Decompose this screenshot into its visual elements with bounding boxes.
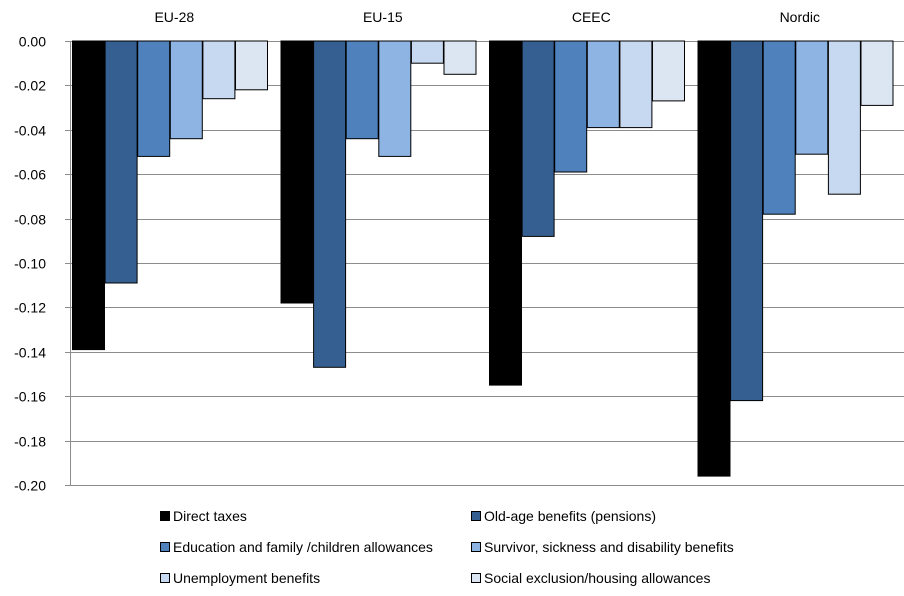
- bar: [410, 40, 444, 64]
- group-label: Nordic: [780, 9, 820, 25]
- y-tick-label: -0.02: [14, 78, 46, 94]
- group-labels: EU-28 EU-15 CEEC Nordic: [154, 9, 820, 25]
- bar: [860, 40, 894, 106]
- legend-item-unemployment: Unemployment benefits: [160, 570, 320, 586]
- bar: [586, 40, 620, 129]
- group-label: EU-15: [363, 9, 403, 25]
- legend-label: Social exclusion/housing allowances: [484, 570, 711, 586]
- y-tick-label: -0.16: [14, 389, 46, 405]
- legend-swatch: [160, 573, 170, 583]
- group-label: EU-28: [154, 9, 194, 25]
- bar: [489, 40, 522, 386]
- bar: [762, 40, 796, 215]
- bar: [137, 40, 171, 157]
- y-tick-label: -0.08: [14, 212, 46, 228]
- bar: [554, 40, 588, 173]
- bar: [235, 40, 268, 91]
- bar: [521, 40, 555, 237]
- bar: [652, 40, 685, 102]
- y-tick-label: -0.10: [14, 256, 46, 272]
- axes: [65, 41, 71, 486]
- legend-label: Education and family /children allowance…: [173, 539, 433, 555]
- legend-swatch: [160, 542, 170, 552]
- bar: [827, 40, 861, 195]
- legend-item-survivor-sickness: Survivor, sickness and disability benefi…: [471, 539, 734, 555]
- legend-label: Unemployment benefits: [173, 570, 321, 586]
- y-tick-labels: 0.00 -0.02 -0.04 -0.06 -0.08 -0.10 -0.12 -0.14 -…: [14, 34, 46, 494]
- legend-swatch: [471, 573, 481, 583]
- legend-item-education-family: Education and family /children allowance…: [160, 539, 433, 555]
- y-tick-label: 0.00: [19, 34, 46, 50]
- y-tick-label: -0.04: [14, 123, 46, 139]
- bar: [795, 40, 829, 155]
- bar: [72, 40, 105, 351]
- bar: [313, 40, 347, 368]
- bar: [730, 40, 764, 402]
- legend-swatch: [471, 511, 481, 521]
- legend-label: Survivor, sickness and disability benefi…: [484, 539, 734, 555]
- bar: [443, 40, 477, 75]
- bar: [697, 40, 731, 477]
- bar: [202, 40, 236, 100]
- group-label: CEEC: [572, 9, 611, 25]
- y-tick-label: -0.14: [14, 345, 46, 361]
- bar: [345, 40, 379, 140]
- legend-item-social-exclusion: Social exclusion/housing allowances: [471, 570, 710, 586]
- y-tick-label: -0.12: [14, 300, 46, 316]
- bar: [104, 40, 138, 284]
- bar: [169, 40, 203, 140]
- legend-label: Old-age benefits (pensions): [484, 508, 656, 524]
- legend-item-direct-taxes: Direct taxes: [160, 508, 247, 524]
- legend-swatch: [160, 511, 170, 521]
- bars: [72, 40, 894, 477]
- bar: [619, 40, 653, 129]
- y-tick-label: -0.20: [14, 478, 46, 494]
- bar: [280, 40, 314, 304]
- y-tick-label: -0.06: [14, 167, 46, 183]
- y-tick-label: -0.18: [14, 434, 46, 450]
- legend-item-old-age-benefits: Old-age benefits (pensions): [471, 508, 656, 524]
- legend-label: Direct taxes: [173, 508, 247, 524]
- bar: [378, 40, 412, 157]
- legend-swatch: [471, 542, 481, 552]
